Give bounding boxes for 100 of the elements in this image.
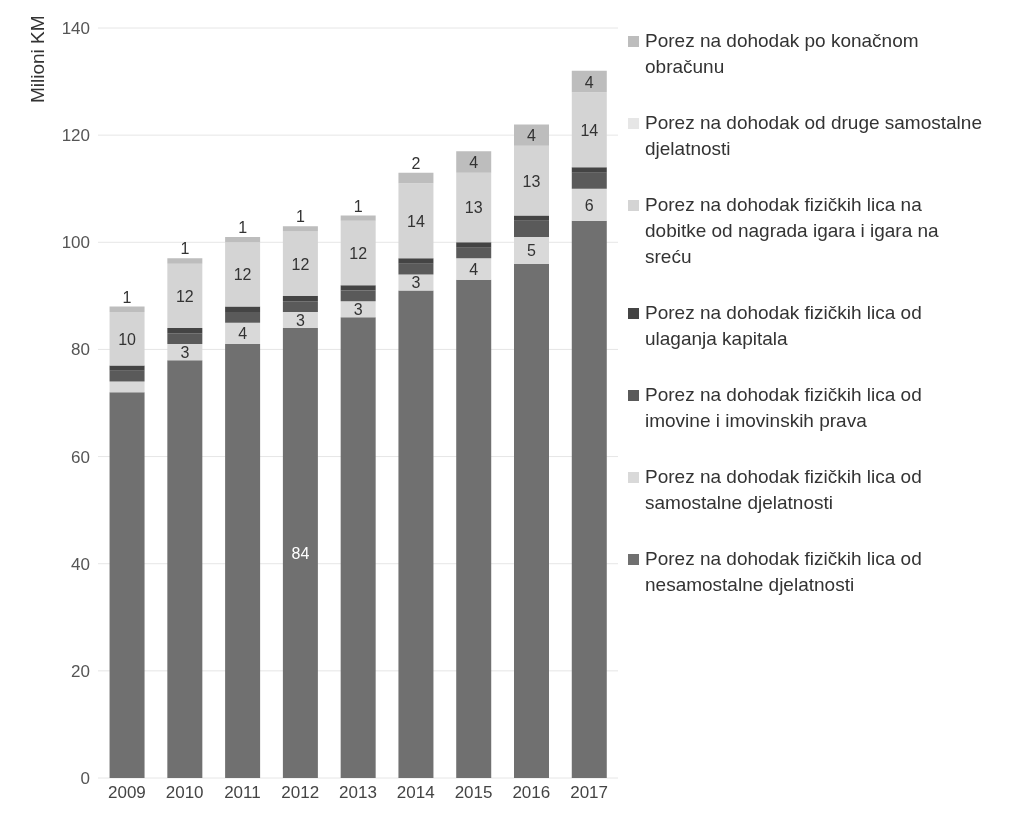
x-tick-label: 2014: [396, 783, 435, 803]
x-tick-label: 2016: [512, 783, 551, 803]
x-tick-label: 2011: [224, 783, 261, 803]
bar: [225, 236, 261, 243]
legend-label: Porez na dohodak po konačnom obračunu: [645, 29, 920, 79]
bar: [225, 344, 261, 778]
x-tick-label: 2013: [339, 783, 377, 803]
legend-label: Porez na dohodak fizičkih lica od nesamostalne djelatnosti: [645, 547, 923, 597]
bar: [167, 263, 203, 328]
bar: [514, 145, 549, 216]
legend-label: Porez na dohodak fizičkih lica na dobitke od nagrada igara i igara na sreću: [645, 193, 940, 269]
bar: [340, 290, 376, 302]
y-tick-label: 120: [61, 126, 90, 146]
data-label: 3: [180, 344, 190, 362]
y-tick-label: 140: [61, 19, 90, 39]
y-tick-label: 20: [71, 661, 90, 681]
bar: [456, 242, 492, 248]
data-label: 4: [584, 73, 594, 91]
data-label: 4: [527, 127, 537, 145]
data-label: 4: [469, 261, 479, 279]
y-axis-title: Milioni KM: [27, 15, 49, 103]
bar: [514, 124, 549, 146]
legend-label: Porez na dohodak od druge samostalne djelatnosti: [645, 111, 983, 161]
bar: [167, 328, 203, 334]
x-tick-label: 2010: [165, 783, 204, 803]
bar: [398, 263, 434, 275]
bar: [571, 92, 607, 168]
data-label: 84: [291, 545, 310, 562]
x-tick-label: 2017: [570, 783, 609, 803]
bar: [225, 306, 261, 312]
bar: [340, 285, 376, 291]
data-label: 1: [122, 288, 132, 306]
bar: [340, 317, 376, 778]
bar: [167, 258, 203, 264]
data-label: 12: [175, 287, 194, 305]
bar: [282, 226, 318, 232]
data-label: 6: [584, 196, 594, 214]
data-label: 13: [464, 199, 483, 217]
bar: [398, 290, 434, 778]
data-label: 12: [349, 245, 368, 262]
data-label: 4: [469, 153, 479, 171]
bar: [571, 70, 607, 93]
x-tick-label: 2015: [454, 783, 493, 803]
bar: [398, 258, 434, 264]
data-label: 14: [407, 212, 425, 230]
bar: [571, 172, 607, 189]
bar: [167, 333, 203, 345]
data-label: 4: [238, 325, 248, 343]
bar: [456, 258, 492, 280]
bar: [167, 360, 203, 778]
legend-label: Porez na dohodak fizičkih lica od samostalne djelatnosti: [645, 465, 923, 515]
data-label: 12: [233, 266, 252, 284]
bar: [340, 220, 376, 286]
bar: [571, 220, 607, 778]
data-label: 1: [295, 208, 305, 226]
bar: [109, 381, 145, 393]
bar: [109, 370, 145, 382]
bar: [514, 215, 549, 221]
bar: [514, 220, 549, 237]
bar: [282, 301, 318, 312]
bar: [571, 167, 607, 173]
data-label: 3: [295, 311, 305, 329]
data-label: 14: [580, 121, 599, 139]
legend-label: Porez na dohodak fizičkih lica od ulaganja kapitala: [645, 301, 923, 351]
bar: [109, 365, 145, 371]
bar: [109, 392, 145, 778]
bar: [225, 311, 261, 323]
data-label: 1: [180, 240, 190, 258]
x-tick-label: 2012: [281, 783, 320, 803]
y-tick-label: 40: [71, 554, 90, 574]
bar: [514, 263, 549, 778]
bar: [398, 183, 434, 259]
data-label: 1: [238, 218, 248, 236]
bar: [109, 306, 145, 312]
bar: [571, 188, 607, 221]
bar: [514, 236, 549, 264]
bar: [282, 328, 318, 778]
bar: [456, 247, 492, 259]
y-tick-label: 0: [80, 769, 90, 789]
bar: [456, 279, 492, 778]
bar: [340, 215, 376, 221]
bar: [456, 151, 492, 173]
legend-label: Porez na dohodak fizičkih lica od imovine i imovinskih prava: [645, 383, 923, 433]
bar: [398, 274, 434, 291]
data-label: 10: [118, 330, 137, 348]
y-tick-label: 80: [71, 340, 90, 360]
bar: [282, 231, 318, 296]
bar: [225, 242, 261, 307]
data-label: 1: [353, 197, 363, 215]
x-tick-label: 2009: [107, 783, 146, 803]
bar: [282, 295, 318, 302]
data-label: 5: [527, 242, 537, 260]
y-tick-label: 60: [71, 447, 90, 467]
data-label: 12: [291, 255, 310, 273]
data-label: 2: [411, 154, 421, 172]
data-label: 13: [522, 172, 541, 190]
data-label: 3: [353, 301, 363, 319]
bar: [109, 311, 145, 366]
bar: [456, 172, 492, 243]
y-tick-label: 100: [61, 233, 90, 253]
